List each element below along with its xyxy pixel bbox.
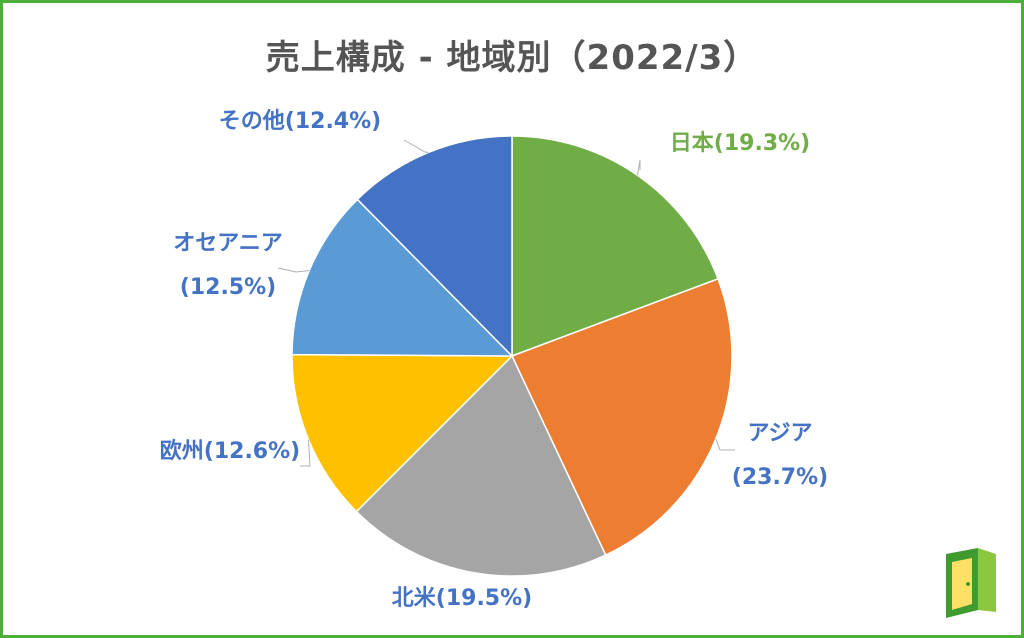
data-label-6-line-1: その他(12.4%) bbox=[219, 109, 381, 134]
data-label-5-line-1: オセアニア bbox=[173, 231, 283, 256]
data-label-3-line-1: 北米(19.5%) bbox=[392, 586, 532, 611]
pie-slice-4 bbox=[291, 353, 514, 513]
leader-line-5 bbox=[277, 267, 310, 273]
data-label-4-line-1: 欧州(12.6%) bbox=[160, 438, 300, 464]
leader-line-6 bbox=[403, 139, 429, 153]
door-logo-icon bbox=[942, 548, 998, 620]
data-label-2-line-2: (23.7%) bbox=[732, 465, 828, 490]
data-label-5-line-2: (12.5%) bbox=[180, 275, 276, 300]
pie-slice-3 bbox=[355, 354, 607, 577]
leader-line-1 bbox=[636, 159, 641, 176]
chart-title: 売上構成 - 地域別（2022/3） bbox=[265, 38, 759, 78]
data-label-2-line-1: アジア bbox=[747, 421, 812, 446]
pie-slice-2 bbox=[510, 277, 733, 557]
leader-line-4 bbox=[300, 439, 311, 467]
data-label-1-line-1: 日本(19.3%) bbox=[670, 131, 810, 156]
leader-line-2 bbox=[715, 438, 735, 451]
